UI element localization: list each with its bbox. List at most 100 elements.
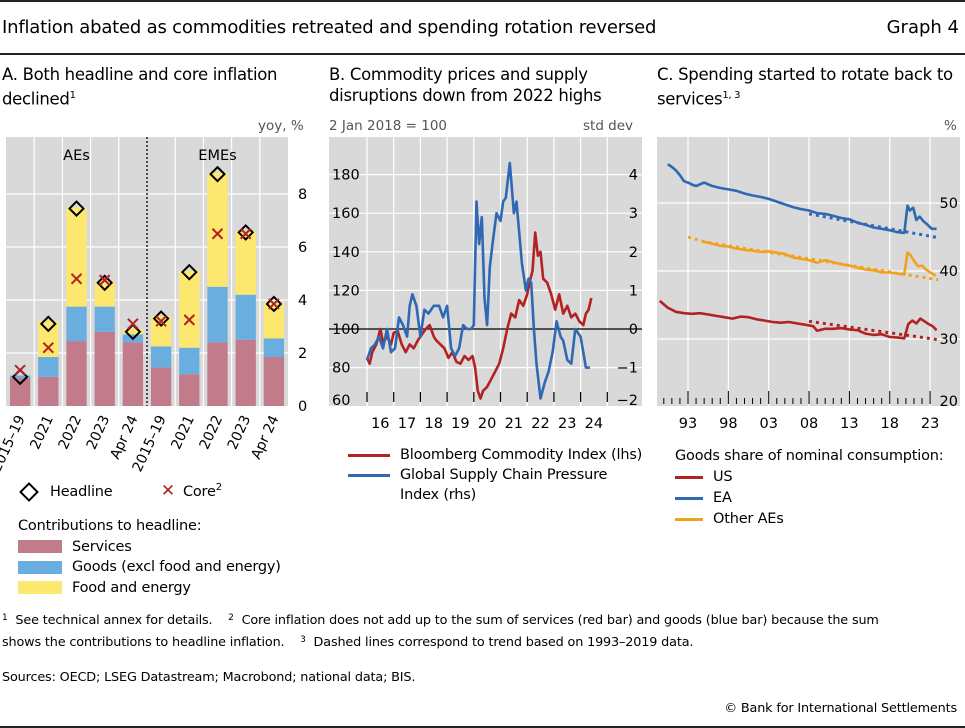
headline-marker	[209, 165, 226, 183]
panel-c-xtick-label: 93	[679, 416, 697, 432]
headline-marker	[124, 323, 142, 341]
panel-b-unit-left: 2 Jan 2018 = 100	[329, 118, 447, 134]
graph-number: Graph 4	[886, 17, 959, 38]
panel-b-ytick-right: 2	[629, 245, 638, 261]
ea-line-icon	[675, 496, 703, 500]
bar-food	[94, 281, 115, 307]
bloomberg-commodity-line	[365, 231, 593, 400]
sources: Sources: OECD; LSEG Datastream; Macrobon…	[2, 670, 416, 685]
legend-c-title: Goods share of nominal consumption:	[675, 448, 944, 464]
bar-food	[235, 231, 256, 295]
core-marker	[268, 298, 280, 310]
panel-b-ytick-left: 120	[332, 283, 360, 299]
headline-marker	[265, 295, 283, 313]
panel-b-xtick-label: 23	[558, 416, 576, 432]
legend-ea-label: EA	[713, 490, 732, 506]
other-aes-trend-line	[687, 235, 939, 282]
other-aes-line	[703, 240, 937, 277]
panel-c-xtick-label: 03	[759, 416, 777, 432]
footnote-line1: 1 See technical annex for details. 2 Cor…	[2, 610, 879, 631]
legend-core-marker-icon: ✕	[160, 481, 175, 501]
bar-food	[66, 207, 87, 307]
legend-services: Services	[18, 537, 281, 558]
legend-services-label: Services	[72, 538, 132, 555]
panel-a-xtick-label: 2015–19	[0, 413, 29, 475]
legend-food-label: Food and energy	[72, 579, 191, 596]
panel-b-unit-right: std dev	[583, 118, 634, 134]
panel-a-ytick-label: 0	[298, 399, 307, 415]
bar-services	[94, 331, 115, 406]
bar-services	[66, 341, 87, 406]
core-marker	[14, 364, 26, 376]
panel-b-ytick-left: 160	[332, 206, 360, 222]
panel-a-group-label-aes: AEs	[63, 148, 90, 164]
goods-swatch	[18, 560, 62, 574]
panel-a-title-line1: A. Both headline and core inflation	[2, 65, 278, 84]
core-marker	[98, 274, 111, 286]
us-line-icon	[675, 475, 703, 479]
us-line	[658, 299, 938, 340]
panel-b-xtick-label: 21	[505, 416, 523, 432]
bar-food	[150, 315, 172, 347]
panel-b-ytick-right: 4	[629, 168, 638, 184]
fn1-text: See technical annex for details.	[15, 613, 213, 628]
core-marker	[183, 314, 196, 326]
panel-b-xtick-label: 17	[398, 416, 416, 432]
panel-c-xtick-label: 13	[840, 416, 858, 432]
panel-a-legend-markers: Headline ✕ Core2	[18, 481, 222, 502]
panel-b-xtick-label: 20	[478, 416, 496, 432]
bar-services	[38, 376, 59, 406]
legend-core-sup: 2	[215, 482, 222, 494]
fn1-mark: 1	[2, 613, 8, 623]
panel-b-xtick-label: 22	[531, 416, 549, 432]
bar-food	[207, 172, 228, 287]
panel-b-ytick-right: −2	[617, 393, 638, 409]
fn2-text-b: shows the contributions to headline infl…	[2, 635, 285, 650]
bar-services	[179, 374, 200, 406]
footnote-line2: shows the contributions to headline infl…	[2, 632, 693, 653]
bar-services	[235, 339, 256, 406]
panel-b-ytick-right: 3	[629, 206, 638, 222]
bar-goods	[235, 294, 256, 340]
panel-a-ytick-label: 4	[298, 293, 307, 309]
panel-c-title: C. Spending started to rotate back to se…	[657, 64, 962, 110]
gscpi-line	[365, 161, 590, 400]
panel-a-ytick-label: 8	[298, 187, 307, 203]
panel-c-ytick-label: 40	[940, 264, 958, 280]
panel-c-ytick-label: 30	[940, 332, 958, 348]
panel-c-unit: %	[944, 118, 957, 134]
panel-a-contrib-legend: Contributions to headline: Services Good…	[18, 516, 281, 598]
bar-goods	[263, 338, 285, 357]
panel-b-ytick-left: 80	[332, 361, 350, 377]
bar-food	[38, 321, 59, 357]
panel-b-plot-area	[329, 137, 642, 406]
bar-goods	[207, 286, 228, 343]
panel-b-ytick-left: 140	[332, 245, 360, 261]
legend-goods-label: Goods (excl food and energy)	[72, 559, 281, 575]
legend-us: US	[675, 467, 943, 488]
panel-a-title-sup: 1	[69, 90, 76, 101]
panel-a-ytick-label: 6	[298, 240, 307, 256]
fn3-text: Dashed lines correspond to trend based o…	[313, 635, 694, 650]
headline-marker	[180, 263, 198, 281]
panel-b-ytick-right: 0	[629, 322, 638, 338]
legend-gscpi-label-2: Index (rhs)	[400, 487, 477, 503]
services-swatch	[18, 540, 62, 553]
bar-services	[150, 367, 172, 406]
core-marker	[239, 228, 252, 240]
bar-food	[122, 329, 144, 335]
ea-trend-line	[808, 212, 939, 240]
bloomberg-line-icon	[348, 453, 390, 457]
panel-b-xtick-label: 19	[451, 416, 469, 432]
panel-c-title-line1: C. Spending started to rotate back to	[657, 65, 953, 84]
legend-other-label: Other AEs	[713, 511, 784, 527]
legend-other: Other AEs	[675, 509, 943, 530]
bar-services	[122, 342, 144, 406]
panel-c-xtick-label: 23	[921, 416, 939, 432]
panel-c-ytick-label: 20	[940, 394, 958, 410]
food-swatch	[18, 581, 62, 594]
legend-us-label: US	[713, 469, 733, 485]
headline-marker	[68, 200, 85, 217]
fn3-mark: 3	[300, 635, 306, 645]
bar-food	[263, 302, 285, 339]
